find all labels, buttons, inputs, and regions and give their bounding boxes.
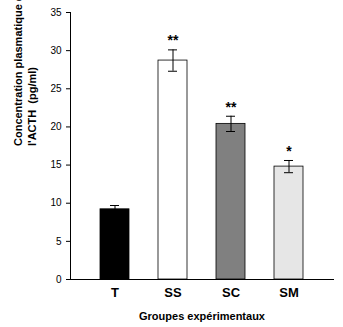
svg-text:SM: SM — [279, 285, 299, 300]
svg-text:15: 15 — [50, 159, 62, 170]
svg-text:20: 20 — [50, 121, 62, 132]
svg-text:**: ** — [168, 32, 179, 48]
svg-text:30: 30 — [50, 45, 62, 56]
svg-text:35: 35 — [50, 7, 62, 18]
svg-text:Concentration plasmatique del': Concentration plasmatique del'ACTH (pg/m… — [12, 0, 38, 146]
svg-text:T: T — [111, 285, 119, 300]
svg-text:Groupes expérimentaux: Groupes expérimentaux — [139, 310, 266, 322]
svg-text:5: 5 — [56, 236, 62, 247]
svg-text:25: 25 — [50, 83, 62, 94]
svg-text:**: ** — [226, 99, 237, 115]
svg-text:10: 10 — [50, 197, 62, 208]
svg-text:*: * — [286, 143, 292, 159]
svg-text:SS: SS — [164, 285, 182, 300]
svg-text:0: 0 — [56, 274, 62, 285]
svg-text:SC: SC — [222, 285, 241, 300]
